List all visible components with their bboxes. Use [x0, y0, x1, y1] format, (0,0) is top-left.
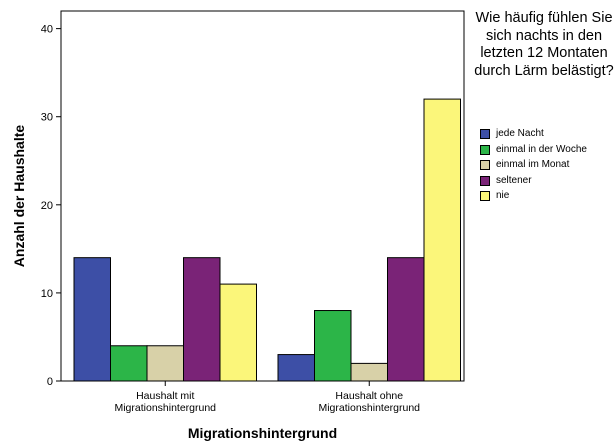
legend-swatch	[480, 144, 490, 155]
legend-item: einmal im Monat	[480, 159, 614, 171]
legend: jede Nacht einmal in der Woche einmal im M…	[480, 128, 614, 206]
x-tick-label: Haushalt ohne	[335, 390, 403, 402]
legend-label: nie	[496, 190, 510, 201]
y-tick-label: 40	[41, 24, 53, 36]
legend-swatch	[480, 129, 490, 139]
y-tick-label: 30	[41, 112, 53, 124]
y-tick-label: 20	[41, 200, 53, 212]
legend-swatch	[480, 191, 490, 201]
x-tick-label: Migrationshintergrund	[114, 402, 216, 414]
legend-item: einmal in der Woche	[480, 144, 614, 156]
y-axis-title: Anzahl der Haushalte	[11, 125, 27, 268]
bar-4-1	[183, 257, 221, 382]
legend-swatch	[480, 160, 490, 170]
bar-3-1	[146, 345, 184, 382]
bar-5-1	[219, 283, 257, 382]
legend-item: jede Nacht	[480, 128, 614, 140]
legend-title: Wie häufig fühlen Sie sich nachts in den…	[474, 10, 614, 79]
legend-label: einmal im Monat	[496, 159, 570, 170]
legend-label: seltener	[496, 174, 532, 186]
bar-2-2	[314, 310, 352, 382]
x-axis-title: Migrationshintergrund	[188, 425, 337, 441]
x-tick-label: Migrationshintergrund	[318, 402, 420, 414]
bar-2-1	[110, 345, 148, 382]
plot-frame	[60, 10, 465, 382]
legend-swatch	[480, 175, 490, 186]
legend-label: einmal in der Woche	[496, 143, 587, 155]
legend-item: nie	[480, 190, 614, 202]
bar-4-2	[387, 257, 425, 382]
bar-5-2	[423, 98, 461, 382]
bar-1-1	[73, 257, 111, 382]
x-tick-label: Haushalt mit	[136, 390, 194, 402]
bar-3-2	[350, 362, 388, 382]
y-tick-label: 0	[47, 376, 53, 388]
bar-1-2	[277, 354, 315, 382]
y-tick-label: 10	[41, 288, 53, 300]
legend-item: seltener	[480, 175, 614, 187]
legend-label: jede Nacht	[496, 128, 544, 139]
